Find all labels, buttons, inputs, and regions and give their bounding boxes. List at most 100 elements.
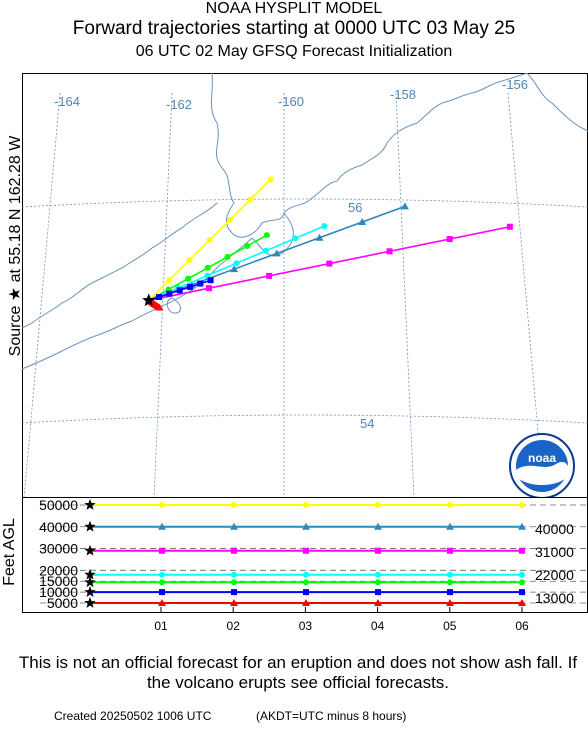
trajectory-point [227,216,234,223]
altitude-point [303,589,309,596]
title-line-3: 06 UTC 02 May GFSQ Forecast Initializati… [135,43,453,60]
trajectory-point [446,236,453,243]
trajectory-point [204,272,211,279]
altitude-point [231,589,237,596]
altitude-start-star [84,544,96,556]
trajectory-point [176,287,183,294]
trajectory-point [326,260,333,267]
trajectory-point [204,264,211,271]
altitude-point [447,502,453,508]
altitude-point [158,522,166,530]
lon-label-1: -164 [54,94,80,109]
trajectory-point [244,243,251,250]
altitude-point [375,547,381,554]
trajectory-point [262,247,269,254]
coastline-peninsula-south [22,237,253,370]
altitude-point [230,599,238,606]
trajectory-point [230,265,239,273]
lat-label-2: 54 [360,416,374,431]
trajectory-point [206,236,213,243]
altitude-series [84,499,526,608]
noaa-logo-wave [516,461,568,485]
altitude-point [374,599,382,606]
trajectory-point [155,303,164,311]
altitude-point [519,547,525,554]
meridian-line [395,92,415,498]
timezone-note: (AKDT=UTC minus 8 hours) [256,709,407,723]
source-star-icon [142,293,156,307]
map-grid [22,92,588,498]
trajectory-point [247,196,254,203]
altitude-point [519,589,525,596]
disclaimer-text: This is not an official forecast for an … [18,653,578,692]
y-tick-label: 5000 [47,595,78,611]
altitude-point [446,522,454,530]
altitude-point [302,522,310,530]
latitude-labels: 56 54 [348,200,374,431]
altitude-point [159,571,165,578]
altitude-x-ticks: 01 02 03 04 05 06 [154,607,529,633]
trajectory-point [292,235,299,242]
trajectory-point [233,260,240,267]
end-altitude-label: 31000 [535,544,574,560]
title-line-2: Forward trajectories starting at 0000 UT… [72,18,516,39]
x-tick-label: 01 [154,619,168,633]
trajectory-point [166,290,173,297]
altitude-point [518,599,526,606]
trajectory-point [263,232,270,239]
altitude-point [446,599,454,606]
altitude-start-star [84,586,96,597]
altitude-point [303,571,309,578]
altitude-point [519,502,525,508]
trajectory-paths [146,176,513,311]
coastline-peninsula-north [22,202,218,329]
trajectory-point [386,248,393,255]
lon-label-5: -156 [502,77,528,92]
altitude-point [447,547,453,554]
altitude-point [158,599,166,606]
end-altitude-label: 40000 [535,521,574,537]
altitude-point [231,502,237,508]
y-tick-label: 20000 [39,562,78,578]
meridian-line [153,92,173,498]
trajectory-map: -164 -162 -160 -158 -156 56 54 noaa [22,73,588,498]
lon-label-3: -160 [278,94,304,109]
altitude-start-star [84,499,96,510]
title-line-1: NOAA HYSPLIT MODEL [205,0,383,17]
trajectory-point [266,272,273,279]
trajectory-point [315,233,324,241]
end-altitude-label: 13000 [535,590,574,606]
altitude-start-star [84,568,96,580]
altitude-point [375,502,381,508]
x-tick-label: 06 [515,619,529,633]
end-altitude-label: 22000 [535,567,574,583]
y-tick-label: 15000 [39,573,78,589]
trajectory-point [207,277,214,284]
y-tick-label: 30000 [39,541,78,557]
altitude-point [230,522,238,530]
altitude-point [303,547,309,554]
trajectory-point [400,202,409,210]
trajectory-point [185,275,192,282]
trajectory-point [267,176,274,183]
trajectory-point [205,285,212,292]
altitude-point [375,589,381,596]
lon-label-4: -158 [390,87,416,102]
x-tick-label: 03 [299,619,313,633]
altitude-point [231,571,237,578]
altitude-point [231,547,237,554]
map-frame [22,73,588,498]
y-tick-label: 10000 [39,584,78,600]
altitude-start-star [84,597,96,608]
altitude-point [302,599,310,606]
noaa-logo-icon: noaa [509,433,575,498]
trajectory-point [358,218,367,226]
y-tick-label: 50000 [39,497,78,513]
altitude-point [159,589,165,596]
altitude-point [159,547,165,554]
altitude-point [375,571,381,578]
altitude-point [447,571,453,578]
trajectory-point [197,280,204,287]
